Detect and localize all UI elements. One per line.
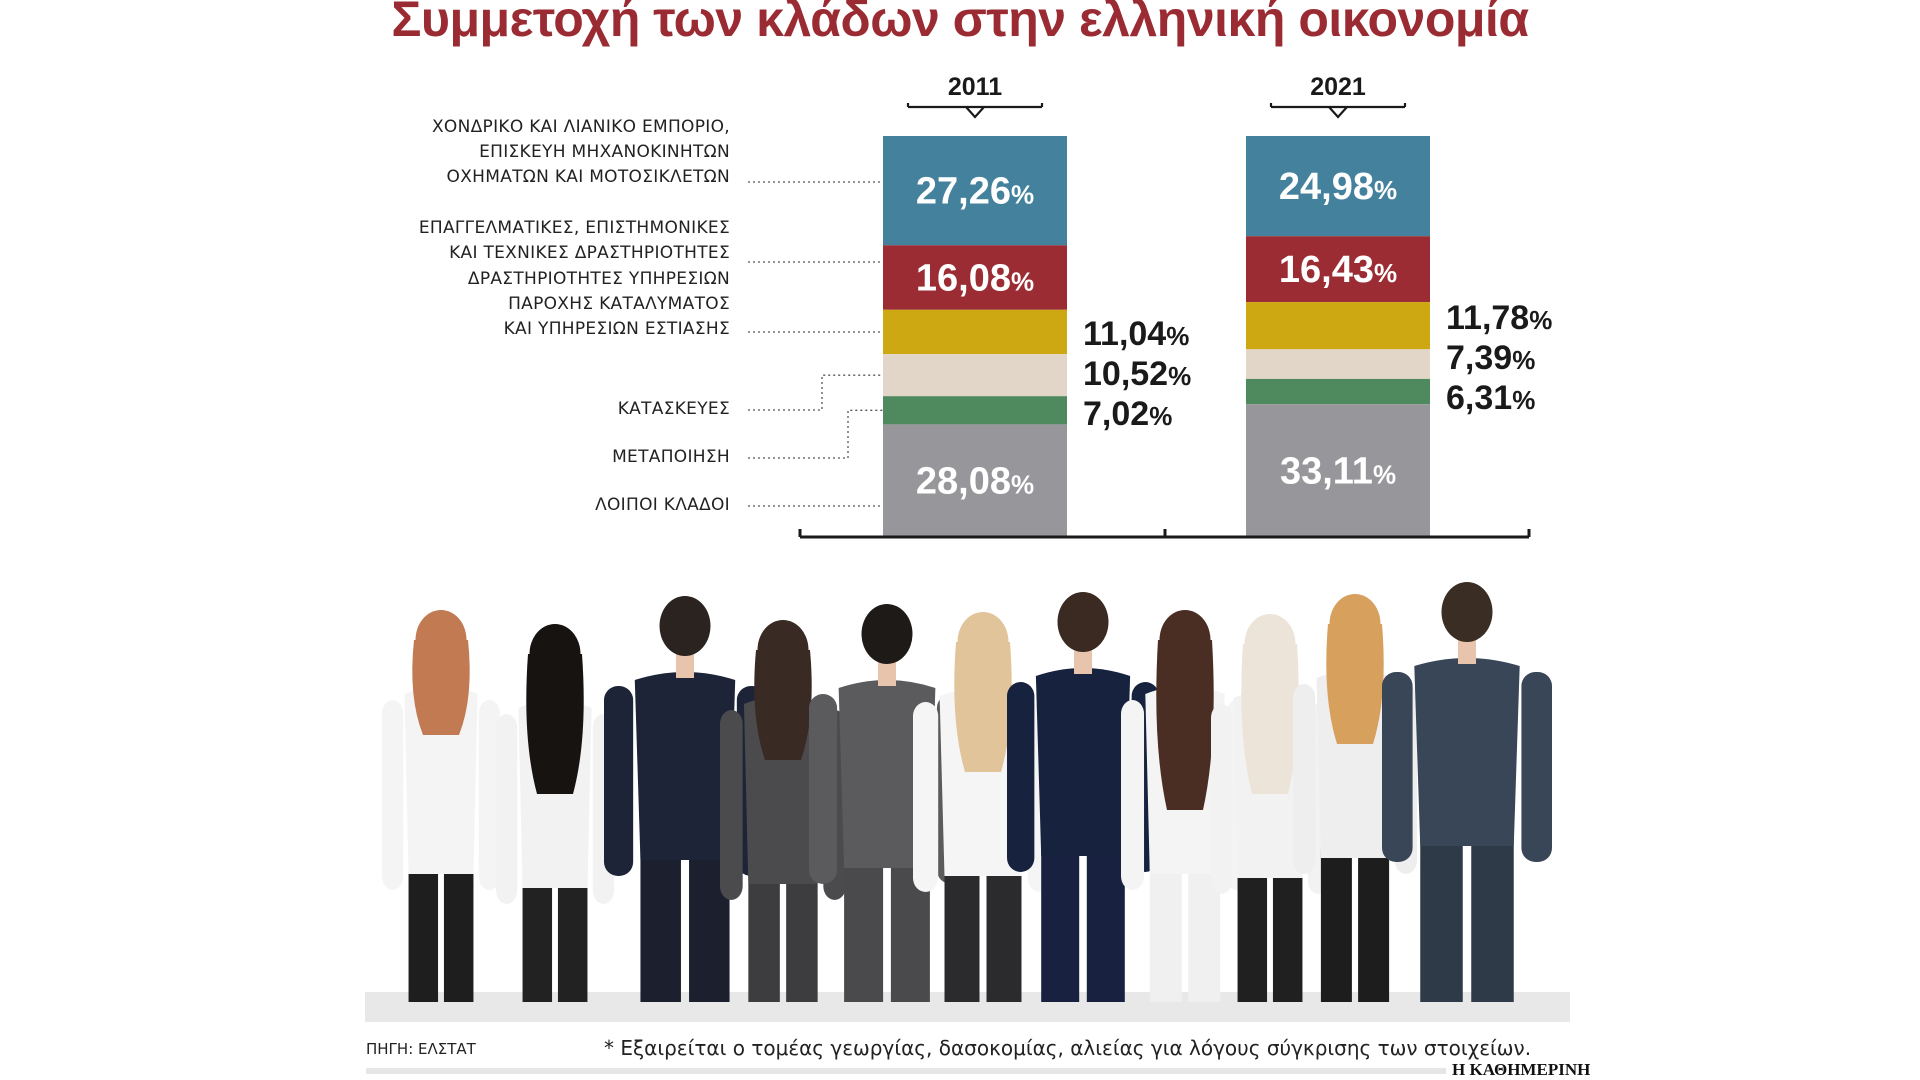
category-label-2-line-1: ΕΠΑΓΓΕΛΜΑΤΙΚΕΣ, ΕΠΙΣΤΗΜΟΝΙΚΕΣ (419, 218, 730, 238)
bar-segment-2021-6 (1246, 404, 1430, 537)
category-label-3-line-2: ΠΑΡΟΧΗΣ ΚΑΤΑΛΥΜΑΤΟΣ (508, 294, 730, 314)
bar-segment-2021-1 (1246, 136, 1430, 237)
category-label-1-line-1: ΧΟΝΔΡΙΚΟ ΚΑΙ ΛΙΑΝΙΚΟ ΕΜΠΟΡΙΟ, (432, 117, 730, 137)
value-label-2011-6: 28,08% (916, 461, 1034, 503)
bar-segment-2011-2 (883, 245, 1067, 310)
person-1 (382, 610, 500, 1002)
year-bracket-2021 (1269, 103, 1407, 119)
person-2 (496, 624, 614, 1002)
value-label-2021-4: 7,39% (1446, 339, 1535, 377)
chart-title: Συμμετοχή των κλάδων στην ελληνική οικον… (391, 0, 1529, 47)
category-label-1-line-2: ΕΠΙΣΚΕΥΗ ΜΗΧΑΝΟΚΙΝΗΤΩΝ (479, 142, 730, 162)
value-label-2021-6: 33,11% (1280, 451, 1396, 493)
person-10 (1293, 594, 1417, 1002)
category-label-6-line-1: ΛΟΙΠΟΙ ΚΛΑΔΟΙ (595, 495, 730, 515)
chart-baseline (798, 529, 1531, 539)
bar-segment-2011-6 (883, 424, 1067, 537)
bar-segment-2021-5 (1246, 378, 1430, 405)
bar-segment-2011-3 (883, 309, 1067, 355)
person-3 (604, 596, 766, 1002)
bar-segment-2021-3 (1246, 302, 1430, 350)
bar-segment-2021-4 (1246, 349, 1430, 379)
bar-segment-2011-5 (883, 396, 1067, 425)
value-label-2011-4: 10,52% (1083, 355, 1191, 393)
publisher-logo: Η ΚΑΘΗΜΕΡΙΝΗ (1452, 1060, 1591, 1079)
value-label-2021-5: 6,31% (1446, 379, 1535, 417)
value-label-2021-3: 11,78% (1446, 299, 1552, 337)
bar-segment-2021-2 (1246, 236, 1430, 303)
leader-line-5 (748, 409, 883, 459)
value-label-2011-5: 7,02% (1083, 395, 1172, 433)
person-9 (1211, 614, 1329, 1002)
person-5 (809, 604, 965, 1002)
category-label-4-line-1: ΚΑΤΑΣΚΕΥΕΣ (618, 399, 730, 419)
value-label-2011-2: 16,08% (916, 258, 1034, 300)
person-11 (1382, 582, 1552, 1002)
value-label-2021-1: 24,98% (1279, 166, 1397, 208)
footnote: * Εξαιρείται ο τομέας γεωργίας, δασοκομί… (604, 1036, 1532, 1060)
leader-line-4 (748, 374, 883, 411)
year-bracket-2011 (906, 103, 1044, 119)
year-label-2021: 2021 (1310, 73, 1366, 101)
category-label-1-line-3: ΟΧΗΜΑΤΩΝ ΚΑΙ ΜΟΤΟΣΙΚΛΕΤΩΝ (447, 167, 730, 187)
year-label-2011: 2011 (948, 73, 1002, 101)
bar-segment-2011-4 (883, 354, 1067, 397)
value-label-2011-3: 11,04% (1083, 315, 1189, 353)
category-label-2-line-2: ΚΑΙ ΤΕΧΝΙΚΕΣ ΔΡΑΣΤΗΡΙΟΤΗΤΕΣ (449, 243, 730, 263)
bar-segment-2011-1 (883, 136, 1067, 246)
category-label-5-line-1: ΜΕΤΑΠΟΙΗΣΗ (612, 447, 730, 467)
value-label-2021-2: 16,43% (1279, 249, 1397, 291)
category-label-3-line-3: ΚΑΙ ΥΠΗΡΕΣΙΩΝ ΕΣΤΙΑΣΗΣ (504, 319, 730, 339)
category-label-3-line-1: ΔΡΑΣΤΗΡΙΟΤΗΤΕΣ ΥΠΗΡΕΣΙΩΝ (468, 269, 730, 289)
footer-divider (366, 1068, 1446, 1074)
people-photo (365, 582, 1570, 1022)
source-note: ΠΗΓΗ: ΕΛΣΤΑΤ (366, 1040, 476, 1058)
stacked-bar-chart: 2011 202127,26%16,08%28,08%11,04%10,52%7,… (419, 73, 1552, 539)
value-label-2011-1: 27,26% (916, 171, 1034, 213)
